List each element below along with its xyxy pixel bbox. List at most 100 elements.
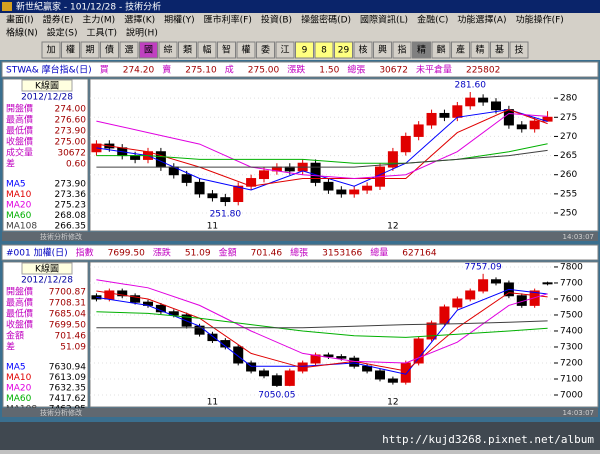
- candle-body: [490, 101, 502, 111]
- candle-body: [516, 124, 527, 130]
- header-field: 未平倉量: [416, 64, 452, 76]
- menu-item[interactable]: 投資(B): [261, 14, 292, 26]
- candle-body: [181, 174, 192, 183]
- candle-body: [387, 151, 398, 168]
- menu-item[interactable]: 功能操作(F): [516, 14, 564, 26]
- ma-label: MA5: [6, 363, 26, 373]
- header-field: 627164: [402, 249, 437, 259]
- candle-body: [374, 370, 386, 380]
- toolbar-button[interactable]: [139, 41, 158, 59]
- toolbar-button[interactable]: [353, 41, 373, 59]
- toolbar-button[interactable]: [158, 41, 178, 59]
- toolbar-button[interactable]: [295, 41, 314, 59]
- x-tick-label: 11: [207, 222, 218, 232]
- header-field: 7699.50: [108, 249, 145, 259]
- menu-item[interactable]: 說明(H): [126, 27, 158, 39]
- toolbar-label: 國: [144, 45, 153, 56]
- candle-body: [362, 185, 373, 191]
- toolbar-button[interactable]: [275, 41, 295, 59]
- candle-body: [258, 370, 270, 377]
- ma-label: MA60: [6, 211, 32, 221]
- toolbar-label: 選: [124, 45, 133, 56]
- toolbar-button[interactable]: [509, 41, 529, 59]
- toolbar-label: 29: [338, 46, 350, 56]
- toolbar-button[interactable]: [41, 41, 61, 59]
- menu-item[interactable]: 匯市利率(F): [204, 14, 252, 26]
- candle-body: [478, 279, 489, 292]
- menu-item[interactable]: 國際資訊(L): [360, 14, 408, 26]
- quote-value: 701.46: [55, 332, 87, 342]
- toolbar-label: 技: [514, 44, 523, 56]
- candle-body: [323, 354, 334, 358]
- toolbar-label: 指: [397, 44, 406, 56]
- menu-item[interactable]: 證券(E): [43, 14, 74, 26]
- date: 2012/12/28: [21, 276, 73, 286]
- menu-bar: [0, 13, 600, 41]
- panel-footer: [2, 232, 598, 241]
- toolbar-label: 委: [261, 44, 270, 56]
- ma-label: MA10: [6, 190, 32, 200]
- toolbar-button[interactable]: [392, 41, 412, 59]
- toolbar-label: 期: [85, 45, 94, 56]
- ma-value: 7417.62: [49, 394, 86, 404]
- y-tick-label: 260: [560, 170, 577, 180]
- toolbar-label: 江: [280, 45, 289, 56]
- menu-item[interactable]: 操盤密碼(D): [301, 14, 351, 26]
- panel-footer: [2, 408, 598, 417]
- toolbar-button[interactable]: [314, 41, 334, 59]
- ma-value: 7632.35: [49, 384, 86, 394]
- toolbar-button[interactable]: [236, 41, 256, 59]
- menu-item[interactable]: 主力(M): [82, 14, 115, 26]
- toolbar-button[interactable]: [373, 41, 392, 59]
- menu-item[interactable]: 設定(S): [47, 27, 78, 39]
- candle-body: [130, 155, 141, 160]
- toolbar-button[interactable]: [61, 41, 80, 59]
- menu-item[interactable]: 期權(Y): [164, 14, 195, 26]
- menu-item[interactable]: 畫面(I): [6, 14, 34, 26]
- toolbar-button[interactable]: [256, 41, 275, 59]
- ma-line: [96, 311, 548, 338]
- toolbar-button[interactable]: [431, 41, 451, 59]
- candle-body: [130, 295, 141, 303]
- ma-value: 268.08: [55, 211, 87, 221]
- info-panel: [2, 261, 89, 408]
- header-field: 274.20: [123, 66, 155, 76]
- ma-label: MA5: [6, 180, 26, 190]
- quote-label: 開盤價: [6, 286, 33, 298]
- ma-line: [96, 320, 548, 329]
- ma-label: MA60: [6, 394, 32, 404]
- toolbar-label: 產: [456, 44, 465, 56]
- ma-line: [96, 112, 548, 180]
- toolbar-button[interactable]: [412, 41, 431, 59]
- menu-item[interactable]: 工具(T): [87, 28, 118, 39]
- quote-label: 最高價: [6, 114, 33, 126]
- y-tick-label: 280: [560, 94, 577, 104]
- quote-label: 成交量: [6, 147, 33, 159]
- header-field: 51.09: [185, 249, 211, 259]
- toolbar-button[interactable]: [451, 41, 470, 59]
- toolbar-label: 加: [46, 45, 55, 56]
- quote-value: 7708.31: [49, 299, 86, 309]
- quote-value: 273.90: [55, 127, 87, 137]
- candle-body: [439, 306, 450, 324]
- toolbar-button[interactable]: [119, 41, 139, 59]
- toolbar-button[interactable]: [100, 41, 119, 59]
- toolbar-label: 類: [183, 45, 192, 56]
- chart-label: K線圖: [35, 263, 59, 275]
- toolbar-button[interactable]: [197, 41, 217, 59]
- toolbar-button[interactable]: [470, 41, 490, 59]
- toolbar-button[interactable]: [490, 41, 509, 59]
- menu-item[interactable]: 格線(N): [6, 27, 38, 39]
- toolbar-label: 麟: [436, 44, 445, 56]
- candle-body: [400, 362, 411, 383]
- extreme-label: 7050.05: [258, 390, 295, 400]
- panel-header: [1, 244, 599, 261]
- menu-item[interactable]: 選擇(K): [124, 14, 155, 26]
- menu-item[interactable]: 功能選擇(A): [457, 14, 506, 26]
- toolbar-button[interactable]: [217, 41, 236, 59]
- menu-item[interactable]: 金融(C): [417, 14, 448, 26]
- extreme-label: 251.80: [210, 210, 242, 220]
- toolbar-button[interactable]: [178, 41, 197, 59]
- toolbar-button[interactable]: [80, 41, 100, 59]
- toolbar-button[interactable]: [334, 41, 353, 59]
